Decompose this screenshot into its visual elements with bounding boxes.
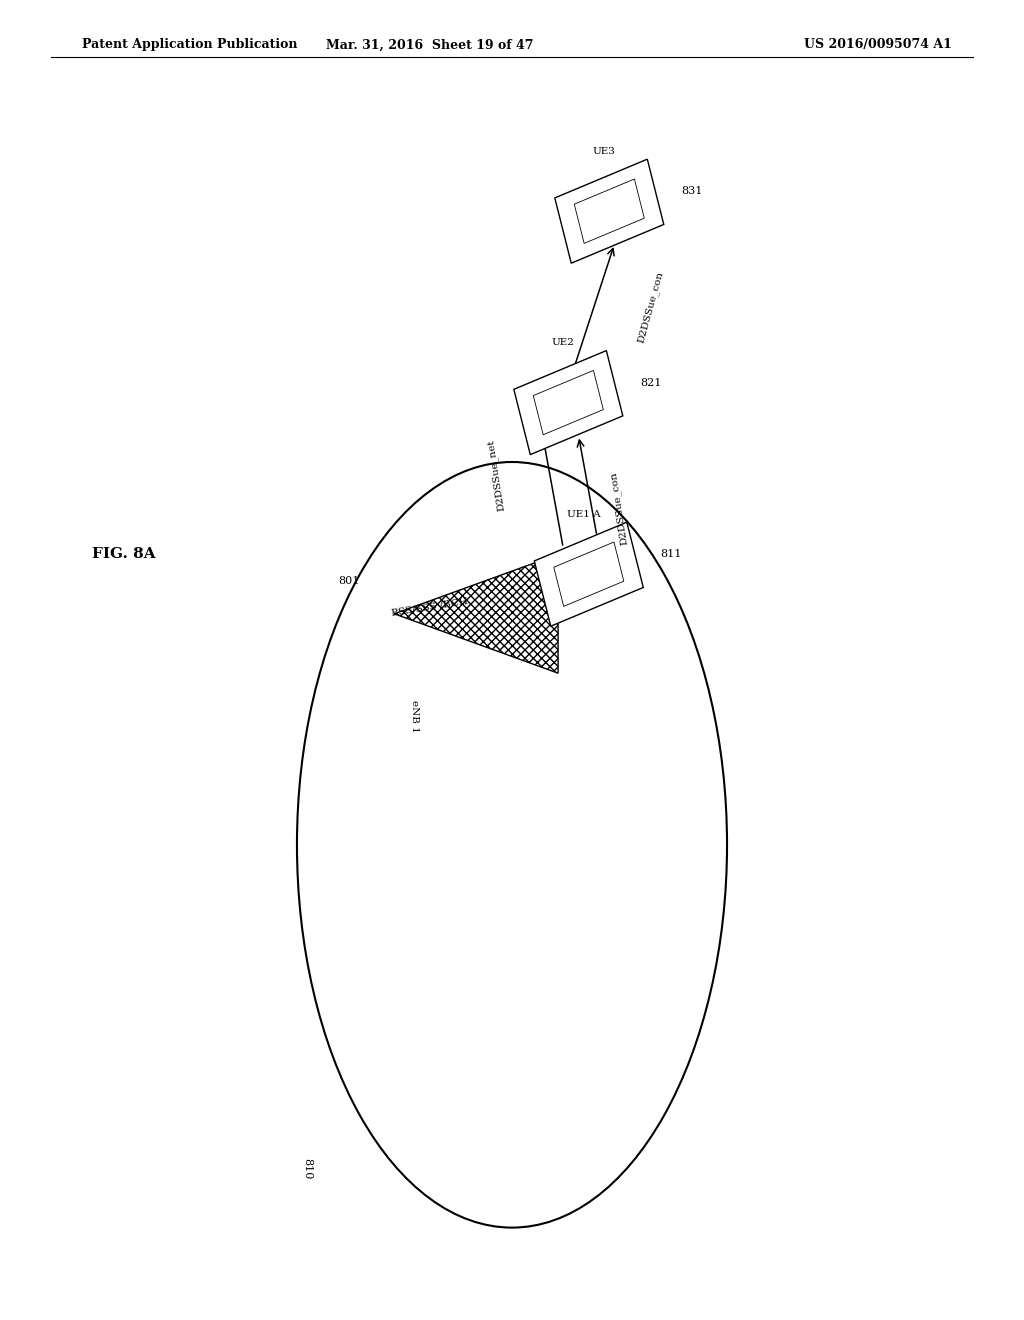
Text: D2DSSue_con: D2DSSue_con: [636, 271, 665, 343]
Text: 810: 810: [302, 1158, 312, 1179]
Text: FIG. 8A: FIG. 8A: [92, 548, 156, 561]
Polygon shape: [394, 554, 558, 673]
Text: D2DSSue_con: D2DSSue_con: [609, 471, 630, 545]
Text: D2DSSue_net: D2DSSue_net: [486, 438, 507, 512]
Text: 821: 821: [640, 378, 662, 388]
Text: UE2: UE2: [552, 338, 574, 347]
Text: UE3: UE3: [593, 147, 615, 156]
Text: eNB 1: eNB 1: [411, 700, 419, 733]
Text: Patent Application Publication: Patent Application Publication: [82, 38, 297, 51]
Text: UE1 A: UE1 A: [567, 510, 600, 519]
Text: US 2016/0095074 A1: US 2016/0095074 A1: [805, 38, 952, 51]
Polygon shape: [555, 160, 664, 263]
Text: 801: 801: [338, 576, 359, 586]
Text: 831: 831: [681, 186, 702, 197]
Polygon shape: [514, 351, 623, 454]
Text: PSS/SSS /BCH: PSS/SSS /BCH: [391, 597, 469, 618]
Text: Mar. 31, 2016  Sheet 19 of 47: Mar. 31, 2016 Sheet 19 of 47: [327, 38, 534, 51]
Polygon shape: [535, 523, 643, 626]
Text: 811: 811: [660, 549, 682, 560]
